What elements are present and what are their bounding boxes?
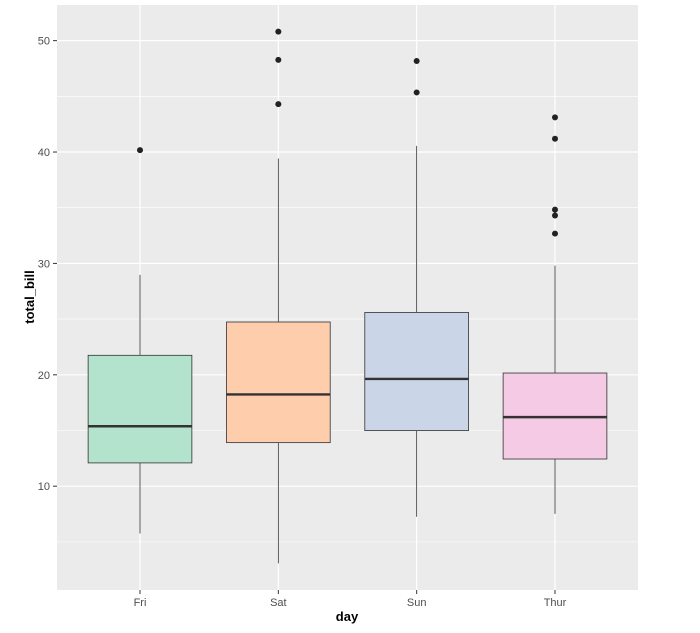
outlier-point	[137, 147, 143, 154]
outlier-point	[275, 101, 282, 108]
y-tick-label: 20	[38, 370, 50, 382]
box	[364, 312, 469, 432]
outlier-point	[552, 135, 558, 142]
outlier-point	[552, 114, 558, 121]
x-tick-label: Thur	[544, 597, 567, 609]
outlier-point	[552, 212, 558, 219]
x-tick-label: Fri	[134, 597, 147, 609]
x-tick-label: Sun	[407, 597, 427, 609]
box-sun	[364, 58, 469, 517]
box	[87, 354, 193, 464]
outlier-point	[275, 56, 282, 63]
panel-background	[57, 5, 638, 590]
y-tick-label: 40	[38, 147, 50, 159]
outlier-point	[413, 58, 420, 65]
x-axis-label: day	[336, 609, 359, 624]
outlier-point	[552, 206, 558, 213]
axes: 10 20 30 40 50 Fri Sat Sun Thur	[38, 36, 567, 609]
outlier-point	[413, 89, 420, 96]
box-thur	[502, 114, 608, 514]
y-tick-label: 30	[38, 258, 50, 270]
x-tick-label: Sat	[270, 597, 287, 609]
y-tick-label: 50	[38, 36, 50, 48]
y-axis-label: total_bill	[22, 270, 37, 323]
y-tick-label: 10	[38, 481, 50, 493]
box	[226, 321, 331, 444]
outlier-point	[552, 230, 558, 237]
outlier-point	[275, 28, 282, 35]
plot-panel	[57, 5, 638, 590]
box-fri	[87, 147, 193, 534]
box-sat	[226, 28, 331, 564]
